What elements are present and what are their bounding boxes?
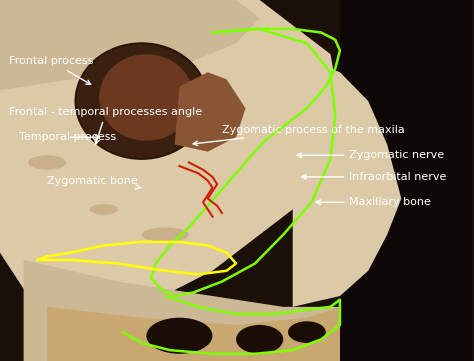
- Text: Zygomatic nerve: Zygomatic nerve: [297, 150, 445, 160]
- Ellipse shape: [236, 325, 283, 354]
- Polygon shape: [0, 0, 340, 325]
- Text: Frontal - temporal processes angle: Frontal - temporal processes angle: [9, 107, 202, 144]
- Text: Zygomatic bone: Zygomatic bone: [47, 175, 141, 189]
- Ellipse shape: [28, 155, 66, 170]
- Polygon shape: [24, 260, 340, 361]
- Text: Maxillary bone: Maxillary bone: [316, 197, 431, 207]
- Polygon shape: [293, 54, 401, 307]
- Text: Infraorbital nerve: Infraorbital nerve: [302, 172, 447, 182]
- Ellipse shape: [288, 321, 326, 343]
- Text: Frontal process: Frontal process: [9, 56, 94, 84]
- Ellipse shape: [90, 204, 118, 215]
- Ellipse shape: [75, 43, 208, 159]
- Polygon shape: [340, 0, 472, 361]
- Polygon shape: [0, 0, 260, 90]
- Polygon shape: [47, 307, 340, 361]
- Text: Temporal process: Temporal process: [19, 132, 116, 142]
- Ellipse shape: [142, 227, 189, 242]
- Polygon shape: [85, 159, 293, 195]
- Polygon shape: [175, 72, 246, 152]
- Ellipse shape: [146, 318, 212, 354]
- Text: Zygomatic process of the maxila: Zygomatic process of the maxila: [193, 125, 405, 145]
- Ellipse shape: [99, 54, 193, 141]
